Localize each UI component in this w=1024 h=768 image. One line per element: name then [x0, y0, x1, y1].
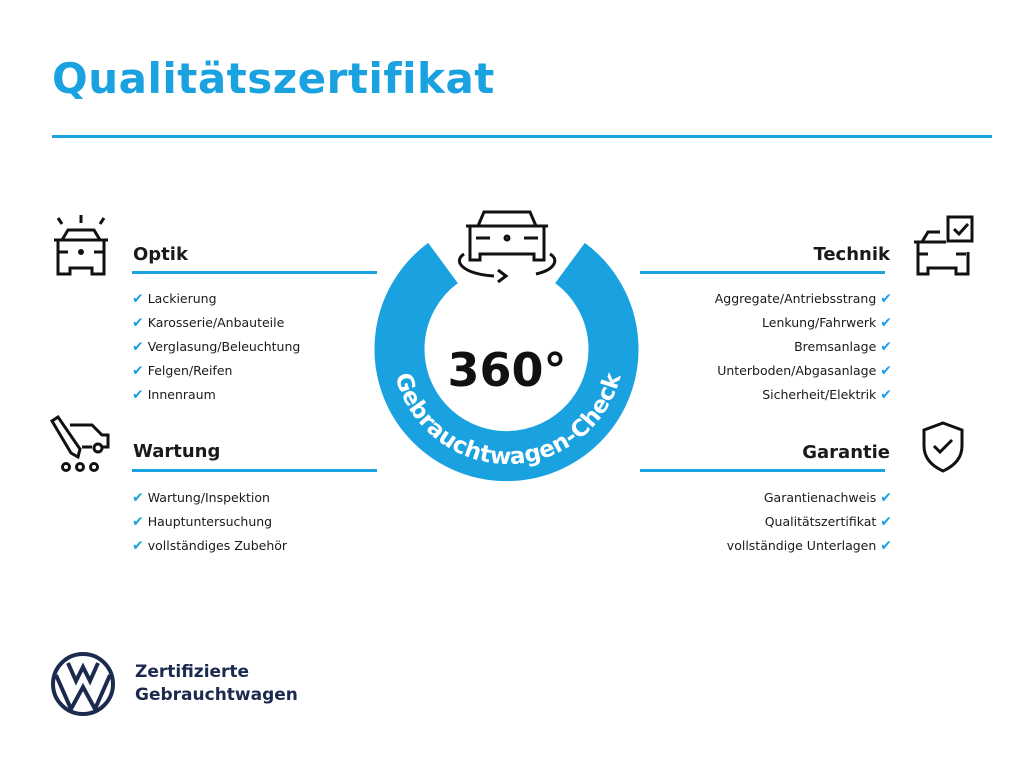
rotating-car-icon	[457, 210, 557, 284]
list-item: ✔ Wartung/Inspektion	[132, 490, 270, 506]
list-item: Garantienachweis ✔	[763, 490, 892, 506]
service-van-icon	[49, 415, 110, 472]
list-item: Sicherheit/Elektrik ✔	[762, 387, 892, 403]
section-divider-optik	[132, 271, 377, 274]
section-title-technik: Technik	[813, 244, 890, 265]
technik-list: Aggregate/Antriebsstrang ✔ Lenkung/Fahrw…	[715, 287, 892, 407]
check-icon: ✔	[132, 490, 144, 506]
check-icon: ✔	[880, 387, 892, 403]
title-divider	[52, 135, 992, 138]
check-icon: ✔	[880, 514, 892, 530]
car-checklist-icon	[914, 215, 974, 276]
list-item: ✔ Innenraum	[132, 387, 216, 403]
check-icon: ✔	[880, 291, 892, 307]
list-item: Qualitätszertifikat ✔	[764, 514, 892, 530]
list-item: ✔ Verglasung/Beleuchtung	[132, 339, 301, 355]
ring-arc	[374, 242, 639, 482]
list-item: ✔ vollständiges Zubehör	[132, 538, 288, 554]
shield-check-icon	[922, 421, 964, 473]
section-title-optik: Optik	[133, 244, 188, 265]
list-item: ✔ Felgen/Reifen	[132, 363, 233, 379]
check-icon: ✔	[132, 339, 144, 355]
check-icon: ✔	[880, 538, 892, 554]
check-icon: ✔	[880, 339, 892, 355]
list-item: vollständige Unterlagen ✔	[726, 538, 892, 554]
check-icon: ✔	[132, 291, 144, 307]
vw-logo	[51, 652, 115, 716]
check-icon: ✔	[132, 315, 144, 331]
page-title: Qualitätszertifikat	[52, 54, 495, 103]
list-item: Lenkung/Fahrwerk ✔	[762, 315, 892, 331]
check-icon: ✔	[880, 315, 892, 331]
check-icon: ✔	[132, 538, 144, 554]
car-lights-icon	[54, 215, 108, 276]
check-icon: ✔	[132, 514, 144, 530]
list-item: ✔ Karosserie/Anbauteile	[132, 315, 285, 331]
list-item: Unterboden/Abgasanlage ✔	[717, 363, 892, 379]
list-item: Aggregate/Antriebsstrang ✔	[714, 291, 892, 307]
section-divider-technik	[640, 271, 885, 274]
section-divider-wartung	[132, 469, 377, 472]
check-icon: ✔	[880, 490, 892, 506]
check-360-badge: Gebrauchtwagen-Check 360°	[374, 210, 639, 482]
optik-list: ✔ Lackierung ✔ Karosserie/Anbauteile ✔ V…	[132, 287, 300, 407]
section-title-wartung: Wartung	[133, 441, 221, 462]
check-icon: ✔	[132, 387, 144, 403]
degree-label: 360°	[447, 343, 566, 397]
list-item: ✔ Lackierung	[132, 291, 217, 307]
wartung-list: ✔ Wartung/Inspektion ✔ Hauptuntersuchung…	[132, 486, 287, 558]
section-title-garantie: Garantie	[802, 442, 890, 463]
check-icon: ✔	[880, 363, 892, 379]
check-icon: ✔	[132, 363, 144, 379]
footer-brand-text: Zertifizierte Gebrauchtwagen	[135, 662, 298, 705]
garantie-list: Garantienachweis ✔ Qualitätszertifikat ✔…	[727, 486, 892, 558]
list-item: ✔ Hauptuntersuchung	[132, 514, 273, 530]
section-divider-garantie	[640, 469, 885, 472]
list-item: Bremsanlage ✔	[794, 339, 892, 355]
